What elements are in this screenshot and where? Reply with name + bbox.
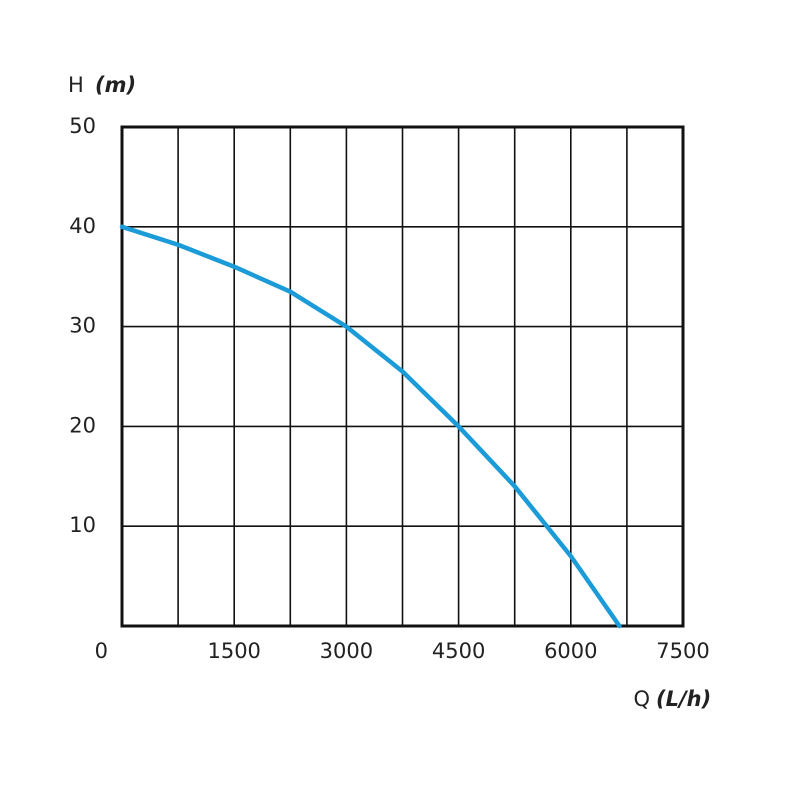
y-axis-unit: (m) [95,73,136,97]
x-tick-label: 3000 [320,639,373,663]
x-tick-label: 1500 [207,639,260,663]
y-tick-label: 20 [69,413,96,437]
x-tick-label: 0 [95,639,108,663]
y-tick-label: 40 [69,214,96,238]
plot-border [120,125,685,628]
y-axis-label: H [68,73,84,97]
x-axis-unit: (L/h) [656,687,711,711]
y-tick-label: 10 [69,513,96,537]
curve [119,224,622,629]
x-tick-label: 6000 [544,639,597,663]
y-tick-label: 30 [69,314,96,338]
x-axis-label: Q [633,687,650,711]
x-tick-label: 4500 [432,639,485,663]
y-tick-label: 50 [69,114,96,138]
x-tick-label: 7500 [656,639,709,663]
